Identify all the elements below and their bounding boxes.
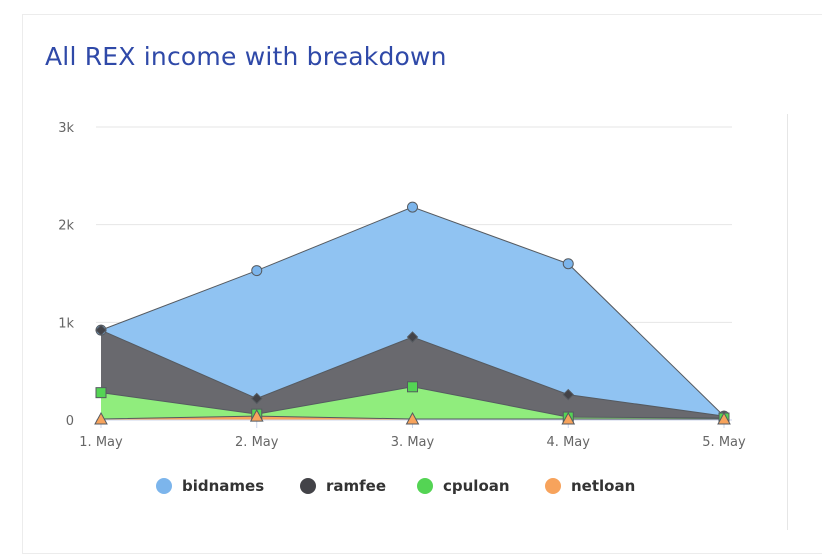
data-point-ramfee[interactable] xyxy=(251,392,263,405)
legend-label-netloan: netloan xyxy=(571,477,635,495)
legend-label-ramfee: ramfee xyxy=(326,477,386,495)
x-tick-label: 3. May xyxy=(391,435,435,450)
legend-label-cpuloan: cpuloan xyxy=(443,477,510,495)
legend-swatch-ramfee xyxy=(300,478,316,494)
data-point-ramfee[interactable] xyxy=(95,324,107,336)
data-point-netloan[interactable] xyxy=(249,409,264,422)
x-tick-label: 2. May xyxy=(235,435,279,450)
legend-swatch-bidnames xyxy=(156,478,172,494)
data-point-bidnames[interactable] xyxy=(407,201,418,213)
data-point-netloan[interactable] xyxy=(405,411,420,425)
data-point-netloan[interactable] xyxy=(717,411,731,425)
legend-item-bidnames[interactable]: bidnames xyxy=(156,477,264,495)
y-tick-label: 2k xyxy=(58,219,74,234)
x-tick-label: 4. May xyxy=(547,435,591,450)
legend-label-bidnames: bidnames xyxy=(182,477,264,495)
data-point-bidnames[interactable] xyxy=(562,258,574,270)
y-tick-label: 1k xyxy=(58,316,74,331)
data-point-bidnames[interactable] xyxy=(251,265,263,277)
legend-item-cpuloan[interactable]: cpuloan xyxy=(417,477,510,495)
data-point-netloan[interactable] xyxy=(94,411,108,425)
x-tick-label: 5. May xyxy=(702,435,746,450)
legend-item-netloan[interactable]: netloan xyxy=(545,477,635,495)
legend-item-ramfee[interactable]: ramfee xyxy=(300,477,386,495)
legend-swatch-netloan xyxy=(545,478,561,494)
series-markers[interactable] xyxy=(94,201,731,425)
data-point-cpuloan[interactable] xyxy=(95,387,107,399)
legend-swatch-cpuloan xyxy=(417,478,433,494)
chart-title: All REX income with breakdown xyxy=(45,42,447,71)
x-axis-ticks: 1. May 2. May 3. May 4. May 5. May xyxy=(79,435,746,450)
y-tick-label: 3k xyxy=(58,121,74,136)
side-divider xyxy=(787,114,788,530)
area-cpuloan xyxy=(101,386,724,420)
data-point-cpuloan[interactable] xyxy=(407,381,418,393)
data-point-netloan[interactable] xyxy=(561,411,576,425)
y-axis-ticks: 0 1k 2k 3k xyxy=(58,121,74,429)
x-tick-label: 1. May xyxy=(79,435,123,450)
legend[interactable]: bidnames ramfee cpuloan netloan xyxy=(156,477,635,495)
data-point-ramfee[interactable] xyxy=(562,388,574,401)
area-bidnames xyxy=(101,207,724,417)
y-tick-label: 0 xyxy=(66,414,74,429)
data-point-ramfee[interactable] xyxy=(406,331,419,343)
